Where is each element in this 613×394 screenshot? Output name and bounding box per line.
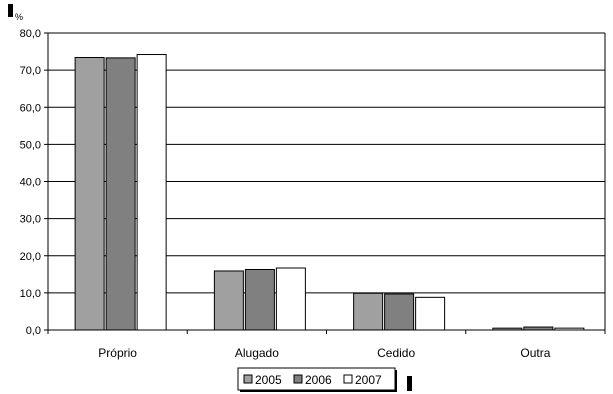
marker-bottom-right [407, 376, 412, 391]
legend: 2005 2006 2007 [237, 367, 397, 392]
bar [213, 270, 244, 331]
bar [244, 268, 275, 331]
y-tick-label: 50,0 [20, 139, 41, 151]
legend-label: 2007 [355, 373, 382, 387]
bar [415, 296, 446, 331]
x-tick-label: Próprio [98, 346, 137, 360]
legend-label: 2006 [305, 373, 332, 387]
legend-swatch [343, 374, 353, 384]
bar [74, 57, 105, 331]
legend-label: 2005 [255, 373, 282, 387]
legend-swatch [243, 374, 253, 384]
marker-top-left [8, 4, 13, 17]
legend-box [237, 367, 396, 391]
y-tick-label: 20,0 [20, 251, 41, 263]
y-tick-label: 60,0 [20, 102, 41, 114]
bar [353, 292, 384, 331]
y-tick-label: 0,0 [26, 325, 41, 337]
x-axis-labels: Próprio Alugado Cedido Outra [98, 346, 550, 360]
bar [384, 293, 415, 331]
y-tick-label: 10,0 [20, 288, 41, 300]
bars [74, 54, 585, 331]
x-tick-label: Outra [520, 346, 550, 360]
bar [275, 267, 306, 331]
y-tick-label: 40,0 [20, 177, 41, 189]
y-tick-label: 80,0 [20, 28, 41, 40]
y-axis-ticks: 0,0 10,0 20,0 30,0 40,0 50,0 60,0 70,0 80,0 [20, 28, 48, 337]
y-tick-label: 30,0 [20, 214, 41, 226]
axes [47, 33, 606, 334]
bar [105, 57, 136, 331]
x-tick-label: Alugado [235, 346, 279, 360]
x-tick-label: Cedido [377, 346, 415, 360]
y-unit-label: % [15, 12, 23, 22]
bar [136, 54, 167, 331]
legend-swatch [293, 374, 303, 384]
y-tick-label: 70,0 [20, 65, 41, 77]
